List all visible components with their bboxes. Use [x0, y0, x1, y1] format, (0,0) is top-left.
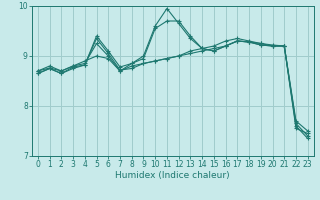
X-axis label: Humidex (Indice chaleur): Humidex (Indice chaleur): [116, 171, 230, 180]
